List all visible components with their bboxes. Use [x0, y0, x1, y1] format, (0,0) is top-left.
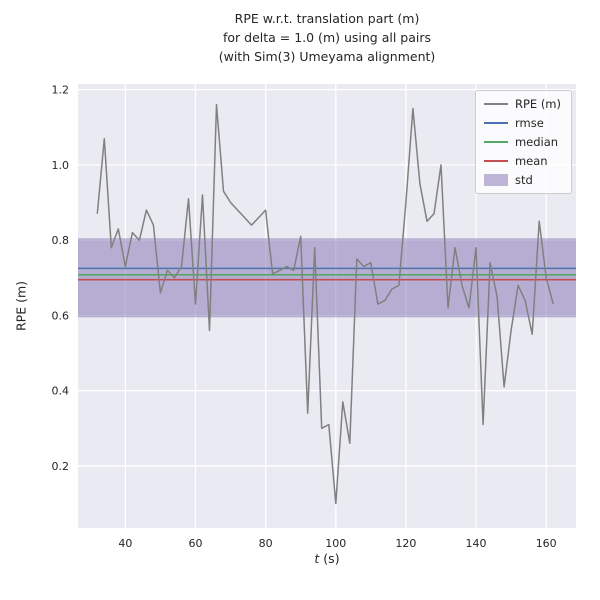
- legend-item-mean: mean: [483, 154, 561, 168]
- x-axis-label-variable: t: [314, 551, 320, 566]
- chart-title-line-1: RPE w.r.t. translation part (m): [234, 11, 420, 26]
- mean-line-swatch: [483, 160, 508, 162]
- y-tick-label: 1.0: [52, 159, 70, 172]
- rpe-data-line: [96, 103, 554, 505]
- legend-item-std: std: [483, 173, 561, 187]
- x-tick-label: 40: [118, 537, 132, 550]
- chart-title-line-3: (with Sim(3) Umeyama alignment): [218, 49, 436, 64]
- x-tick-label: 60: [188, 537, 202, 550]
- legend-label-mean: mean: [514, 154, 548, 168]
- x-tick-label: 80: [259, 537, 273, 550]
- x-tick-label: 160: [536, 537, 557, 550]
- legend-label-std: std: [514, 173, 533, 187]
- rmse-line-swatch: [483, 122, 508, 124]
- rpe-line-swatch: [483, 103, 508, 105]
- legend: RPE (m) rmse median mean std: [474, 90, 572, 194]
- legend-label-median: median: [514, 135, 559, 149]
- y-axis-label: RPE (m): [13, 280, 29, 332]
- x-axis-label-unit: (s): [319, 551, 340, 566]
- legend-label-rpe: RPE (m): [514, 97, 561, 111]
- std-band: [78, 238, 576, 318]
- std-patch-swatch: [483, 174, 508, 186]
- y-tick-label: 0.6: [52, 309, 70, 322]
- legend-item-rmse: rmse: [483, 116, 561, 130]
- median-line-swatch: [483, 141, 508, 143]
- x-axis-label: t (s): [78, 551, 576, 566]
- x-tick-label: 120: [395, 537, 416, 550]
- legend-item-rpe: RPE (m): [483, 97, 561, 111]
- y-tick-label: 0.8: [52, 234, 70, 247]
- x-tick-label: 100: [325, 537, 346, 550]
- y-tick-label: 0.4: [52, 385, 70, 398]
- legend-label-rmse: rmse: [514, 116, 544, 130]
- x-tick-label: 140: [466, 537, 487, 550]
- y-tick-label: 0.2: [52, 460, 70, 473]
- chart-title-line-2: for delta = 1.0 (m) using all pairs: [222, 30, 432, 45]
- legend-item-median: median: [483, 135, 561, 149]
- chart-title: RPE w.r.t. translation part (m) for delt…: [78, 9, 576, 66]
- y-tick-label: 1.2: [52, 84, 70, 97]
